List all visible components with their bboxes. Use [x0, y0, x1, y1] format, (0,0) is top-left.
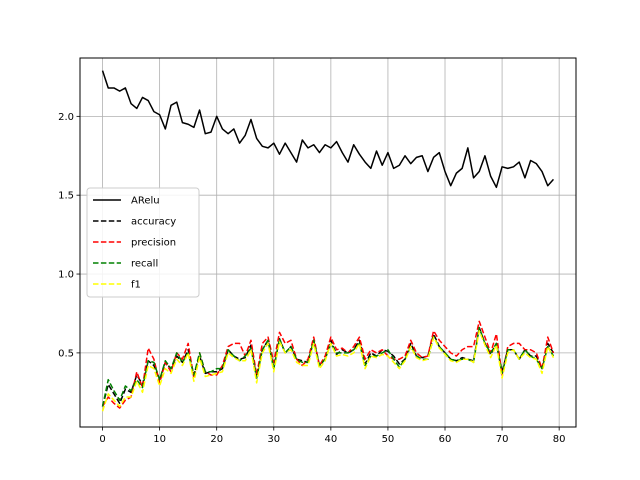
x-tick-label: 20 [210, 434, 223, 445]
x-tick-label: 40 [324, 434, 337, 445]
y-tick-label: 0.5 [58, 348, 74, 359]
x-tick-label: 10 [153, 434, 166, 445]
plot-frame [79, 57, 577, 428]
legend-label-f1: f1 [131, 280, 141, 291]
y-tick-label: 1.5 [58, 191, 74, 202]
x-tick-label: 50 [382, 434, 395, 445]
x-tick-label: 30 [267, 434, 280, 445]
series-line-ARelu [101, 70, 555, 189]
grid-lines [80, 58, 576, 427]
series-lines [101, 70, 555, 412]
series-line-f1 [101, 330, 555, 412]
y-tick-label: 1.0 [58, 270, 74, 281]
legend: ARelu accuracy precision recall f1 [86, 187, 200, 298]
x-axis: 0 10 20 30 40 50 60 70 80 [99, 427, 566, 445]
y-axis: 0.5 1.0 1.5 2.0 [58, 112, 80, 359]
x-tick-label: 80 [553, 434, 566, 445]
legend-label-ARelu: ARelu [131, 196, 160, 207]
legend-label-recall: recall [131, 259, 158, 270]
legend-label-precision: precision [131, 238, 176, 249]
legend-label-accuracy: accuracy [131, 217, 176, 228]
legend-box [86, 187, 200, 298]
x-tick-label: 0 [99, 434, 105, 445]
x-tick-label: 70 [496, 434, 509, 445]
y-tick-label: 2.0 [58, 112, 74, 123]
x-tick-label: 60 [439, 434, 452, 445]
